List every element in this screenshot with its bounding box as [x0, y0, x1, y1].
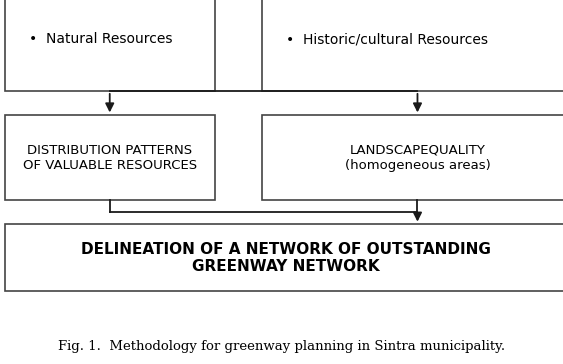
Text: •  Historic/cultural Resources: • Historic/cultural Resources	[286, 32, 488, 47]
Text: LANDSCAPEQUALITY
(homogeneous areas): LANDSCAPEQUALITY (homogeneous areas)	[345, 144, 490, 172]
Text: Fig. 1.  Methodology for greenway planning in Sintra municipality.: Fig. 1. Methodology for greenway plannin…	[58, 340, 505, 353]
FancyBboxPatch shape	[5, 0, 215, 91]
Text: •  Natural Resources: • Natural Resources	[29, 32, 172, 47]
FancyBboxPatch shape	[262, 115, 563, 200]
FancyBboxPatch shape	[5, 115, 215, 200]
FancyBboxPatch shape	[5, 225, 563, 291]
Text: DISTRIBUTION PATTERNS
OF VALUABLE RESOURCES: DISTRIBUTION PATTERNS OF VALUABLE RESOUR…	[23, 144, 197, 172]
Text: DELINEATION OF A NETWORK OF OUTSTANDING
GREENWAY NETWORK: DELINEATION OF A NETWORK OF OUTSTANDING …	[81, 242, 491, 274]
FancyBboxPatch shape	[262, 0, 563, 91]
